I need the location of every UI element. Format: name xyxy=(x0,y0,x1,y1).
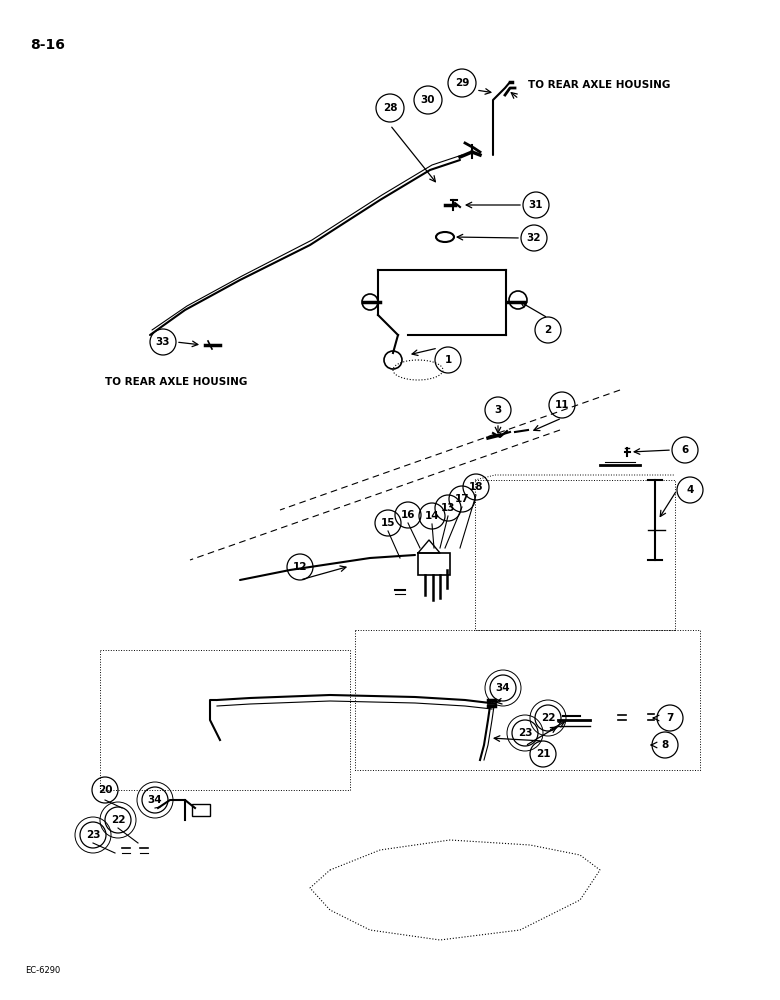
Text: 33: 33 xyxy=(156,337,170,347)
Text: 23: 23 xyxy=(518,728,532,738)
Text: 13: 13 xyxy=(441,503,456,513)
Text: 23: 23 xyxy=(86,830,101,840)
Text: 20: 20 xyxy=(98,785,112,795)
Text: 12: 12 xyxy=(292,562,307,572)
Text: 1: 1 xyxy=(445,355,452,365)
Text: 17: 17 xyxy=(455,494,470,504)
Text: EC-6290: EC-6290 xyxy=(25,966,60,975)
Text: 6: 6 xyxy=(682,445,689,455)
Text: 16: 16 xyxy=(401,510,415,520)
Text: 7: 7 xyxy=(666,713,674,723)
Text: 14: 14 xyxy=(424,511,439,521)
Text: 18: 18 xyxy=(469,482,484,492)
Text: 2: 2 xyxy=(544,325,551,335)
Text: 22: 22 xyxy=(111,815,126,825)
Text: TO REAR AXLE HOUSING: TO REAR AXLE HOUSING xyxy=(105,377,247,387)
Text: 15: 15 xyxy=(381,518,395,528)
Text: 22: 22 xyxy=(541,713,555,723)
Text: TO REAR AXLE HOUSING: TO REAR AXLE HOUSING xyxy=(528,80,670,90)
Bar xyxy=(192,804,210,816)
Text: 4: 4 xyxy=(686,485,693,495)
Text: 21: 21 xyxy=(536,749,550,759)
Text: 3: 3 xyxy=(495,405,502,415)
Text: 8: 8 xyxy=(661,740,668,750)
Text: 34: 34 xyxy=(495,683,510,693)
Text: 32: 32 xyxy=(526,233,541,243)
Text: 8-16: 8-16 xyxy=(30,38,65,52)
Text: 34: 34 xyxy=(147,795,162,805)
Text: 28: 28 xyxy=(383,103,397,113)
Text: 29: 29 xyxy=(455,78,470,88)
Text: 30: 30 xyxy=(420,95,435,105)
Text: 11: 11 xyxy=(555,400,569,410)
Bar xyxy=(418,553,450,575)
Text: 31: 31 xyxy=(529,200,543,210)
